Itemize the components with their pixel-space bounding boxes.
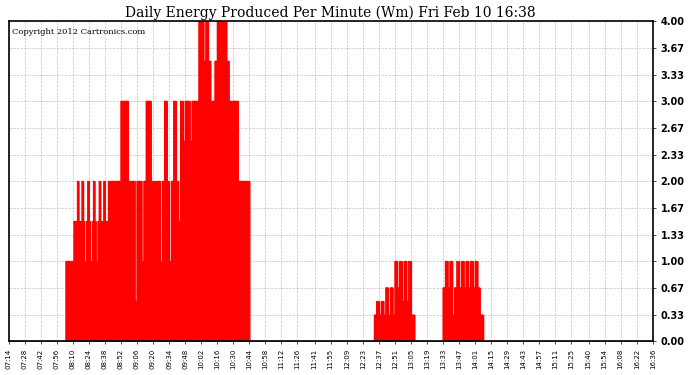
- Title: Daily Energy Produced Per Minute (Wm) Fri Feb 10 16:38: Daily Energy Produced Per Minute (Wm) Fr…: [126, 6, 536, 20]
- Text: Copyright 2012 Cartronics.com: Copyright 2012 Cartronics.com: [12, 27, 145, 36]
